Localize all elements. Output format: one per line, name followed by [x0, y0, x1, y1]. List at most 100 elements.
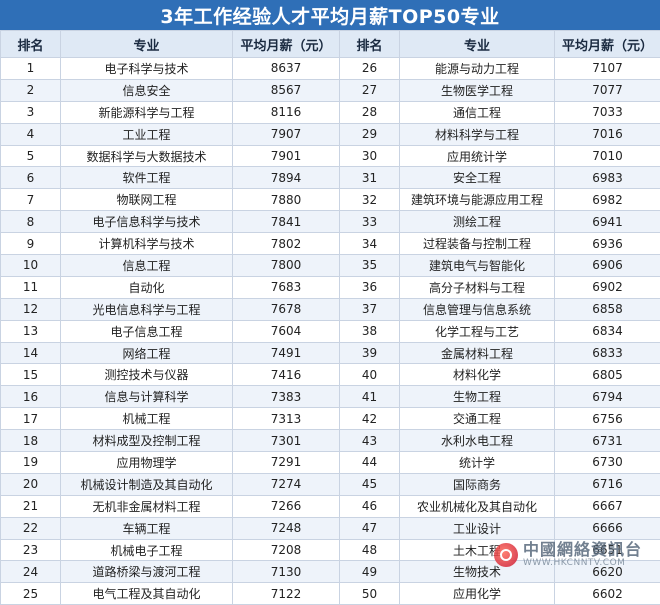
- salary-cell: 6833: [555, 342, 660, 364]
- salary-cell: 7033: [555, 101, 660, 123]
- salary-cell: 6834: [555, 320, 660, 342]
- rank-cell: 23: [1, 539, 61, 561]
- salary-cell: 7077: [555, 79, 660, 101]
- salary-cell: 6794: [555, 386, 660, 408]
- rank-cell: 20: [1, 473, 61, 495]
- rank-cell: 1: [1, 58, 61, 80]
- rank-cell: 49: [340, 561, 400, 583]
- salary-cell: 7901: [233, 145, 340, 167]
- salary-cell: 7016: [555, 123, 660, 145]
- rank-cell: 42: [340, 408, 400, 430]
- major-cell: 机械电子工程: [61, 539, 233, 561]
- salary-cell: 6858: [555, 298, 660, 320]
- major-cell: 无机非金属材料工程: [61, 495, 233, 517]
- major-cell: 材料化学: [400, 364, 555, 386]
- major-cell: 过程装备与控制工程: [400, 233, 555, 255]
- salary-cell: 7894: [233, 167, 340, 189]
- header-major-left: 专业: [61, 31, 233, 58]
- rank-cell: 9: [1, 233, 61, 255]
- salary-cell: 6983: [555, 167, 660, 189]
- rank-cell: 43: [340, 430, 400, 452]
- major-cell: 土木工程: [400, 539, 555, 561]
- major-cell: 材料科学与工程: [400, 123, 555, 145]
- salary-cell: 7130: [233, 561, 340, 583]
- salary-cell: 6730: [555, 452, 660, 474]
- major-cell: 光电信息科学与工程: [61, 298, 233, 320]
- rank-cell: 31: [340, 167, 400, 189]
- major-cell: 应用统计学: [400, 145, 555, 167]
- major-cell: 信息与计算科学: [61, 386, 233, 408]
- rank-cell: 35: [340, 255, 400, 277]
- salary-cell: 7301: [233, 430, 340, 452]
- rank-cell: 32: [340, 189, 400, 211]
- rank-cell: 48: [340, 539, 400, 561]
- major-cell: 高分子材料与工程: [400, 276, 555, 298]
- major-cell: 数据科学与大数据技术: [61, 145, 233, 167]
- rank-cell: 22: [1, 517, 61, 539]
- rank-cell: 39: [340, 342, 400, 364]
- major-cell: 材料成型及控制工程: [61, 430, 233, 452]
- salary-cell: 7010: [555, 145, 660, 167]
- major-cell: 机械设计制造及其自动化: [61, 473, 233, 495]
- major-cell: 车辆工程: [61, 517, 233, 539]
- major-cell: 生物工程: [400, 386, 555, 408]
- salary-cell: 7313: [233, 408, 340, 430]
- rank-cell: 18: [1, 430, 61, 452]
- rank-cell: 37: [340, 298, 400, 320]
- major-cell: 金属材料工程: [400, 342, 555, 364]
- page-title: 3年工作经验人才平均月薪TOP50专业: [0, 0, 660, 30]
- major-cell: 生物技术: [400, 561, 555, 583]
- major-cell: 机械工程: [61, 408, 233, 430]
- rank-cell: 14: [1, 342, 61, 364]
- rank-cell: 28: [340, 101, 400, 123]
- rank-cell: 21: [1, 495, 61, 517]
- salary-cell: 6805: [555, 364, 660, 386]
- rank-cell: 2: [1, 79, 61, 101]
- major-cell: 测控技术与仪器: [61, 364, 233, 386]
- rank-cell: 13: [1, 320, 61, 342]
- salary-cell: 6716: [555, 473, 660, 495]
- major-cell: 工业设计: [400, 517, 555, 539]
- major-cell: 电子信息工程: [61, 320, 233, 342]
- rank-cell: 7: [1, 189, 61, 211]
- major-cell: 应用物理学: [61, 452, 233, 474]
- major-cell: 安全工程: [400, 167, 555, 189]
- rank-cell: 40: [340, 364, 400, 386]
- major-cell: 道路桥梁与渡河工程: [61, 561, 233, 583]
- rank-cell: 29: [340, 123, 400, 145]
- rank-cell: 26: [340, 58, 400, 80]
- salary-cell: 7491: [233, 342, 340, 364]
- major-cell: 计算机科学与技术: [61, 233, 233, 255]
- major-cell: 国际商务: [400, 473, 555, 495]
- salary-cell: 6906: [555, 255, 660, 277]
- major-cell: 工业工程: [61, 123, 233, 145]
- rank-cell: 44: [340, 452, 400, 474]
- rank-cell: 5: [1, 145, 61, 167]
- rank-cell: 45: [340, 473, 400, 495]
- salary-cell: 8116: [233, 101, 340, 123]
- major-cell: 化学工程与工艺: [400, 320, 555, 342]
- major-cell: 物联网工程: [61, 189, 233, 211]
- salary-cell: 7678: [233, 298, 340, 320]
- major-cell: 水利水电工程: [400, 430, 555, 452]
- rank-cell: 41: [340, 386, 400, 408]
- major-cell: 建筑环境与能源应用工程: [400, 189, 555, 211]
- salary-cell: 7248: [233, 517, 340, 539]
- salary-cell: 6620: [555, 561, 660, 583]
- header-rank-left: 排名: [1, 31, 61, 58]
- salary-cell: 7266: [233, 495, 340, 517]
